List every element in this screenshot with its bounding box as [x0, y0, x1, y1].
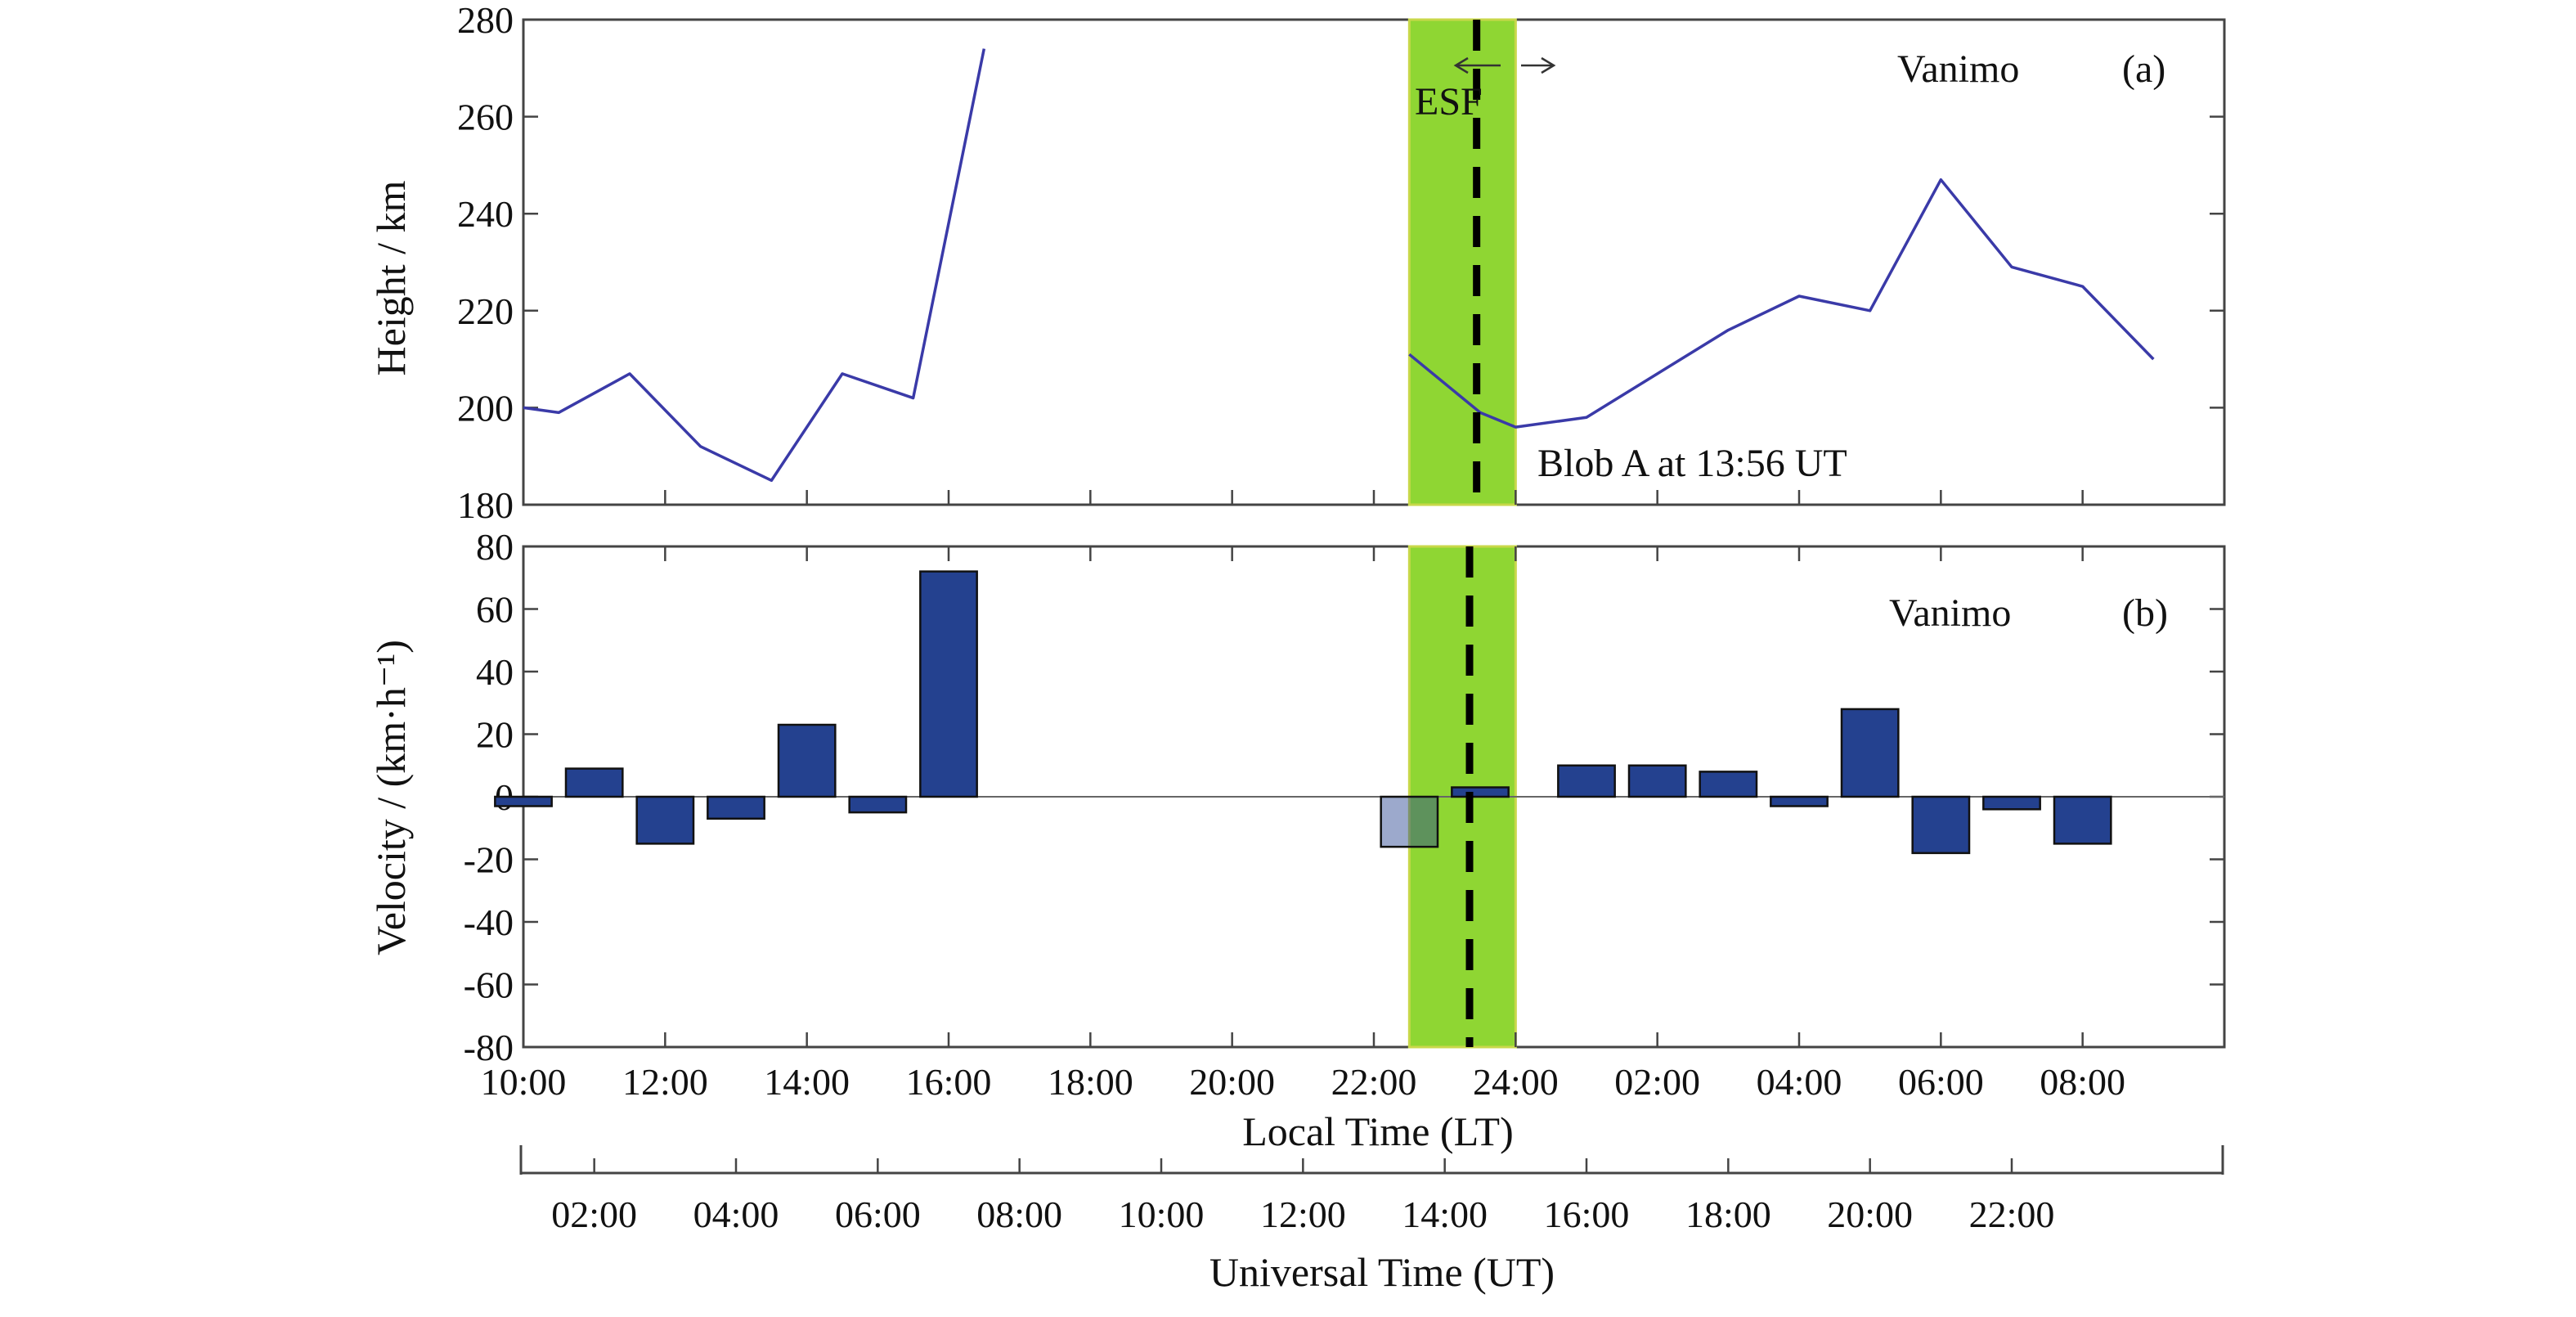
panel-b-velocity-bars — [494, 570, 2112, 855]
velocity-bar — [635, 795, 695, 845]
local-time-tick-label: 12:00 — [622, 1061, 708, 1103]
panel-a-ytick-label: 220 — [457, 290, 514, 332]
panel-b-y-ticks: -80-60-40-20020406080 — [464, 526, 2224, 1068]
panel-a-ylabel: Height / km — [368, 180, 414, 375]
local-time-tick-label: 20:00 — [1189, 1061, 1275, 1103]
blob-a-label: Blob A at 13:56 UT — [1537, 442, 1847, 485]
panel-a-panel-label: (a) — [2122, 47, 2165, 91]
esf-width-arrows — [1453, 56, 1556, 74]
ut-tick-label: 22:00 — [1969, 1193, 2055, 1235]
panel-a-frame — [522, 18, 2226, 506]
panel-b-ytick-label: 40 — [476, 651, 514, 693]
height-line-segment-2 — [1408, 178, 2155, 429]
panel-a-ytick-label: 260 — [457, 97, 514, 138]
panel-b-ytick-label: 60 — [476, 589, 514, 631]
velocity-bar — [919, 570, 978, 798]
esf-label: ESF — [1415, 80, 1483, 124]
velocity-bar — [2053, 795, 2112, 845]
velocity-bar — [1911, 795, 1971, 855]
panel-b-panel-label: (b) — [2122, 591, 2168, 635]
local-time-tick-label: 22:00 — [1331, 1061, 1417, 1103]
panel-b-velocity: -80-60-40-20020406080 10:0012:0014:0016:… — [368, 526, 2226, 1154]
local-time-tick-label: 04:00 — [1757, 1061, 1842, 1103]
velocity-bar — [564, 767, 624, 798]
velocity-bar — [777, 723, 837, 798]
ut-tick-label: 10:00 — [1119, 1193, 1205, 1235]
velocity-bar — [1627, 764, 1687, 798]
velocity-bar — [707, 795, 765, 820]
panel-b-local-time-ticks: 10:00 12:00 14:00 16:00 18:00 20:00 22:00 24:00… — [481, 546, 2125, 1103]
panel-b-station-label: Vanimo — [1889, 591, 2011, 635]
ut-tick-label: 12:00 — [1260, 1193, 1346, 1235]
velocity-bar — [1982, 795, 2041, 811]
ut-tick-label: 02:00 — [551, 1193, 637, 1235]
velocity-bar — [1380, 795, 1439, 848]
panel-b-ytick-label: 20 — [476, 714, 514, 756]
panel-b-ytick-label: -80 — [464, 1027, 514, 1068]
ut-tick-label: 06:00 — [835, 1193, 921, 1235]
ut-tick-label: 18:00 — [1685, 1193, 1771, 1235]
local-time-tick-label: 14:00 — [764, 1061, 850, 1103]
ut-tick-layer: 02:00 04:00 06:00 08:00 10:00 12:00 14:00 16:00… — [551, 1158, 2054, 1235]
panel-a-height-line-layer — [523, 48, 2155, 483]
velocity-bar — [1557, 764, 1616, 798]
panel-b-ytick-label: -60 — [464, 964, 514, 1006]
panel-b-ytick-label: 80 — [476, 526, 514, 568]
local-time-tick-label: 24:00 — [1473, 1061, 1559, 1103]
panel-a-esf-region-layer — [1407, 18, 1517, 506]
ut-axis-label: Universal Time (UT) — [1209, 1249, 1555, 1295]
ut-tick-label: 04:00 — [693, 1193, 779, 1235]
local-time-tick-label: 06:00 — [1898, 1061, 1984, 1103]
velocity-bar — [494, 795, 553, 807]
velocity-bar — [1451, 786, 1510, 798]
local-time-tick-label: 18:00 — [1048, 1061, 1133, 1103]
panel-a-station-label: Vanimo — [1897, 47, 2019, 91]
panel-b-ytick-label: -20 — [464, 839, 514, 881]
height-line-segment-1 — [523, 48, 986, 483]
local-time-tick-label: 16:00 — [906, 1061, 992, 1103]
local-time-tick-label: 10:00 — [481, 1061, 567, 1103]
panel-b-ylabel: Velocity / (km·h⁻¹) — [368, 640, 414, 955]
velocity-bar — [848, 795, 908, 814]
panel-a-esf-region — [1407, 18, 1517, 506]
velocity-bar — [1699, 771, 1758, 798]
ut-tick-label: 08:00 — [976, 1193, 1062, 1235]
velocity-bar — [1840, 708, 1900, 798]
panel-a-height: 180 200 220 240 260 280 Height / km Vanimo (a… — [368, 0, 2226, 526]
ut-tick-label: 14:00 — [1402, 1193, 1488, 1235]
ut-tick-label: 16:00 — [1544, 1193, 1630, 1235]
panel-a-ytick-label: 180 — [457, 484, 514, 526]
panel-b-ytick-label: -40 — [464, 901, 514, 943]
ut-axis: 02:00 04:00 06:00 08:00 10:00 12:00 14:00 16:00… — [519, 1145, 2224, 1295]
panel-a-ytick-label: 200 — [457, 387, 514, 429]
ut-tick-label: 20:00 — [1827, 1193, 1913, 1235]
local-time-tick-label: 02:00 — [1614, 1061, 1700, 1103]
panel-a-ytick-label: 240 — [457, 193, 514, 235]
panel-a-ytick-label: 280 — [457, 0, 514, 41]
local-time-axis-label: Local Time (LT) — [1242, 1108, 1513, 1154]
local-time-tick-label: 08:00 — [2040, 1061, 2125, 1103]
velocity-bar — [1770, 795, 1829, 807]
panel-a-y-ticks: 180 200 220 240 260 280 — [457, 0, 2224, 526]
